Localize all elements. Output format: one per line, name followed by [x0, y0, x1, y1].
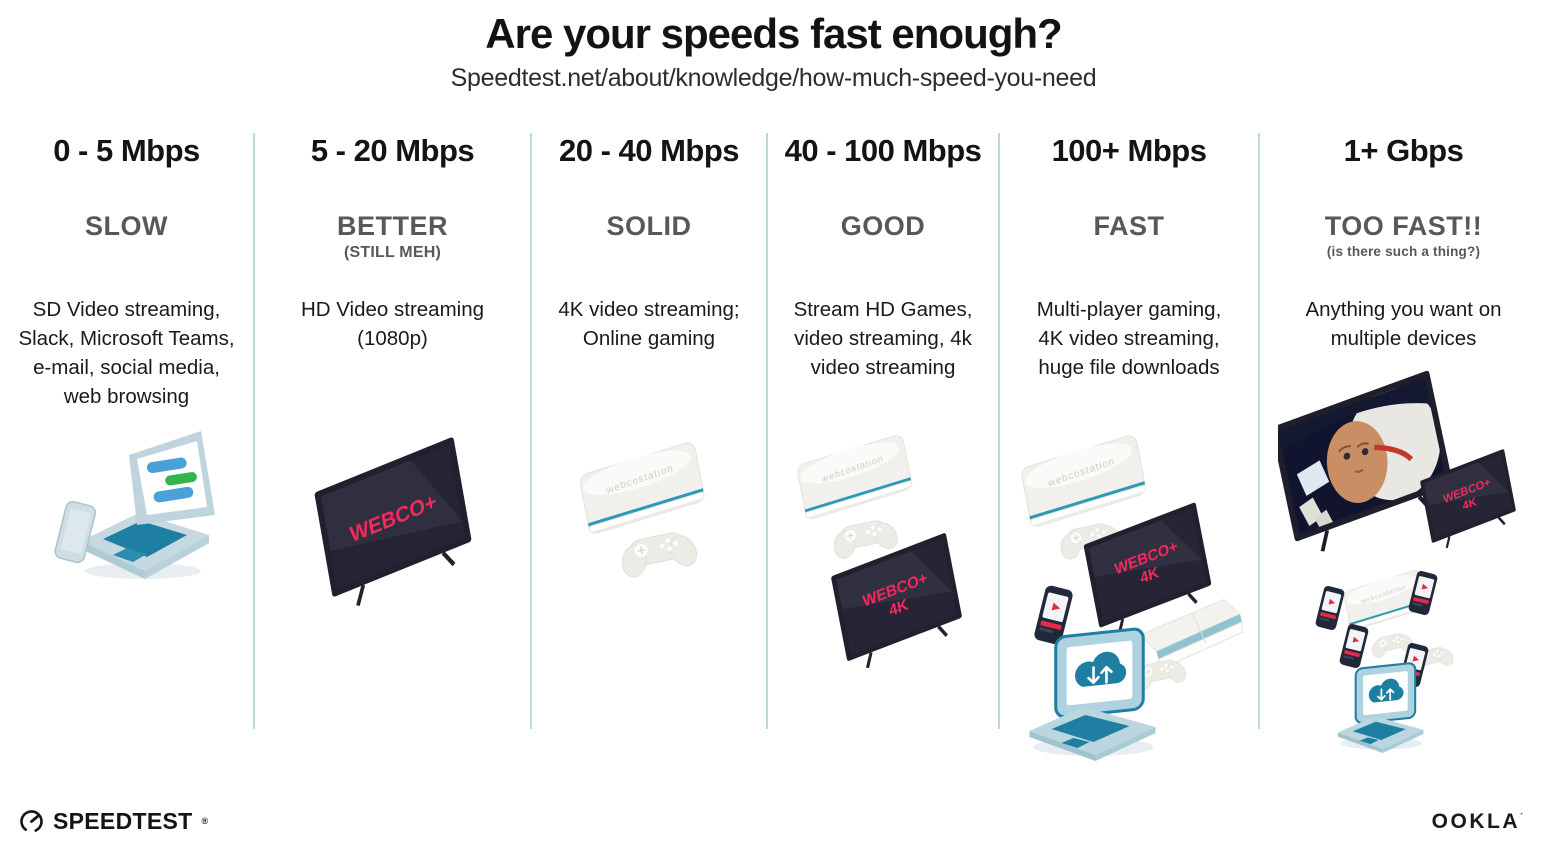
- column-too-fast: 1+ Gbps TOO FAST!! (is there such a thin…: [1258, 133, 1547, 755]
- speed-range: 100+ Mbps: [1051, 133, 1207, 169]
- phone-icon: [53, 501, 96, 564]
- rating-note: (is there such a thing?): [1326, 244, 1481, 260]
- use-cases: Multi-player gaming, 4K video streaming,…: [1036, 298, 1222, 380]
- rating-label: FAST: [1093, 211, 1165, 242]
- use-cases: SD Video streaming, Slack, Microsoft Tea…: [18, 298, 235, 409]
- slim-console-icon: [1139, 599, 1243, 670]
- rating-block: BETTER (STILL MEH): [255, 211, 530, 295]
- column-solid: 20 - 40 Mbps SOLID 4K video streaming; O…: [530, 133, 766, 730]
- column-good: 40 - 100 Mbps GOOD Stream HD Games, vide…: [766, 133, 998, 730]
- astronaut-movie-frame: [1277, 378, 1440, 532]
- rating-label: SOLID: [606, 211, 692, 242]
- column-fast: 100+ Mbps FAST Multi-player gaming, 4K v…: [998, 133, 1258, 763]
- laptop-download-icon: [1028, 626, 1157, 763]
- ookla-trademark: ´: [1520, 811, 1523, 822]
- speedtest-wordmark: SPEEDTEST: [53, 808, 193, 834]
- use-cases: Anything you want on multiple devices: [1305, 298, 1502, 351]
- speedtest-trademark: ®: [201, 816, 209, 826]
- column-slow: 0 - 5 Mbps SLOW SD Video streaming, Slac…: [0, 133, 253, 729]
- rating-note: (STILL MEH): [343, 244, 441, 262]
- laptop-phone-chat-illustration: [53, 431, 215, 580]
- speed-range: 0 - 5 Mbps: [53, 133, 200, 169]
- page-title: Are your speeds fast enough?: [485, 10, 1062, 57]
- ookla-text: OOKLA: [1431, 809, 1520, 833]
- speed-range: 20 - 40 Mbps: [558, 133, 740, 169]
- speedtest-logo: SPEEDTEST ®: [18, 808, 208, 835]
- phone-icon: [1338, 623, 1369, 670]
- rating-block: GOOD: [768, 211, 998, 295]
- console-controller-illustration: [578, 439, 706, 585]
- controller-icon: [613, 526, 705, 585]
- game-console-icon: [578, 439, 706, 536]
- console-4k-tv-illustration: [795, 432, 967, 674]
- speed-range: 1+ Gbps: [1343, 133, 1464, 169]
- tv-icon: WEBCO+: [314, 437, 471, 606]
- speedtest-gauge-icon: [20, 810, 43, 833]
- game-console-icon: [1019, 432, 1148, 529]
- rating-block: SLOW: [0, 211, 253, 295]
- phone-icon: [1314, 585, 1345, 632]
- laptop-download-icon: [1336, 661, 1425, 755]
- use-cases: HD Video streaming (1080p): [300, 298, 485, 351]
- ookla-wordmark: OOKLA´: [1432, 810, 1523, 834]
- rating-block: FAST: [1000, 211, 1258, 295]
- rating-label: GOOD: [840, 211, 926, 242]
- many-devices-illustration: [1019, 432, 1243, 763]
- rating-block: SOLID: [532, 211, 766, 295]
- page-subtitle: Speedtest.net/about/knowledge/how-much-s…: [450, 64, 1097, 93]
- rating-label: SLOW: [85, 211, 168, 242]
- rating-block: TOO FAST!! (is there such a thing?): [1260, 211, 1547, 295]
- use-cases: Stream HD Games, video streaming, 4k vid…: [793, 298, 973, 380]
- game-console-icon: [795, 432, 914, 521]
- rating-label: TOO FAST!!: [1324, 211, 1483, 242]
- all-devices-illustration: [1277, 370, 1519, 755]
- rating-label: BETTER: [337, 211, 448, 242]
- hd-tv-illustration: WEBCO+: [314, 437, 471, 606]
- footer: SPEEDTEST ® OOKLA´: [0, 808, 1547, 835]
- laptop-screen: [128, 431, 215, 526]
- speed-range: 5 - 20 Mbps: [310, 133, 475, 169]
- column-better: 5 - 20 Mbps BETTER (STILL MEH) HD Video …: [253, 133, 530, 730]
- use-cases: 4K video streaming; Online gaming: [558, 298, 740, 351]
- laptop-base: [80, 513, 209, 580]
- speed-range: 40 - 100 Mbps: [784, 133, 982, 169]
- header: Are your speeds fast enough? Speedtest.n…: [0, 0, 1547, 93]
- speed-columns: 0 - 5 Mbps SLOW SD Video streaming, Slac…: [0, 133, 1547, 763]
- movie-tv-icon: [1277, 370, 1453, 552]
